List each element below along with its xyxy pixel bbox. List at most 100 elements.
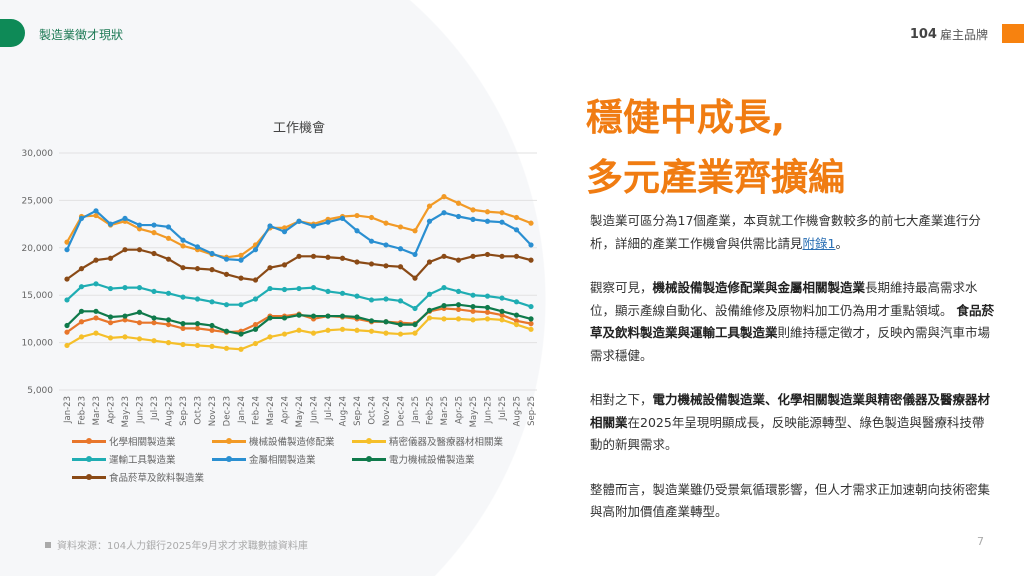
data-point xyxy=(499,308,505,314)
data-point xyxy=(513,299,520,305)
data-point xyxy=(368,238,375,244)
x-tick-label: Nov-23 xyxy=(208,396,218,426)
legend-line-icon xyxy=(212,455,246,462)
legend-line-icon xyxy=(72,473,106,480)
data-point xyxy=(339,326,346,332)
data-point xyxy=(78,308,85,314)
data-point xyxy=(209,299,215,305)
data-point xyxy=(470,253,476,259)
chart-legend: 化學相關製造業 機械設備製造修配業 精密儀器及醫療器材相關業 運輸工具製造業 金屬相關製… xyxy=(72,434,512,488)
bold-text: 食品菸草及飲料製造業與運輸工具製造業 xyxy=(590,302,994,341)
data-point xyxy=(136,222,143,228)
page-headline: 穩健中成長, 多元產業齊擴編 xyxy=(586,88,986,208)
data-point xyxy=(528,316,534,322)
data-point xyxy=(412,321,418,328)
x-tick-label: Dec-23 xyxy=(223,396,233,426)
x-tick-label: Apr-23 xyxy=(107,396,117,424)
data-point xyxy=(528,321,534,327)
data-point xyxy=(325,254,331,260)
x-tick-label: Jun-24 xyxy=(310,396,320,424)
x-tick-label: Jan-25 xyxy=(411,396,421,424)
y-tick-label: 25,000 xyxy=(22,196,54,206)
line-chart: 工作機會 5,000 10,000 15,000 20,000 25,000 30,000 J… xyxy=(22,121,537,427)
text: 觀察可見， xyxy=(590,280,653,295)
x-tick-label: Mar-23 xyxy=(92,396,102,425)
data-point xyxy=(281,225,288,231)
text: 在2025年呈現明顯成長，反映能源轉型、綠色製造與醫療科技帶動的新興需求。 xyxy=(590,414,985,453)
legend-line-icon xyxy=(352,437,386,444)
data-point xyxy=(64,239,70,245)
data-point xyxy=(281,286,288,293)
paragraph-3: 相對之下，電力機械設備製造業、化學相關製造業與精密儀器及醫療器材相關業在2025… xyxy=(590,389,995,457)
data-point xyxy=(107,320,114,326)
data-point xyxy=(339,290,346,296)
data-point xyxy=(397,298,404,304)
data-point xyxy=(93,330,99,336)
data-point xyxy=(499,317,505,323)
x-tick-label: Jun-25 xyxy=(484,396,494,424)
data-point xyxy=(209,327,215,333)
data-point xyxy=(397,246,404,252)
headline-line-2: 多元產業齊擴編 xyxy=(586,156,845,199)
data-point xyxy=(470,207,476,213)
legend-label: 化學相關製造業 xyxy=(109,437,176,448)
data-point xyxy=(281,262,288,268)
data-point xyxy=(484,293,491,299)
data-point xyxy=(136,309,143,315)
legend-item: 金屬相關製造業 xyxy=(212,452,316,466)
data-point xyxy=(441,285,447,291)
data-point xyxy=(441,194,447,200)
data-point xyxy=(151,338,157,344)
data-point xyxy=(339,255,346,261)
data-point xyxy=(499,295,505,301)
x-tick-label: Aug-23 xyxy=(165,396,175,426)
data-point xyxy=(354,314,360,320)
data-point xyxy=(238,302,244,308)
data-point xyxy=(78,266,85,272)
data-point xyxy=(267,315,273,321)
data-point xyxy=(122,215,128,222)
data-point xyxy=(180,294,186,300)
data-point xyxy=(122,317,128,323)
data-point xyxy=(64,322,70,329)
series-line xyxy=(66,209,532,262)
data-point xyxy=(165,235,172,241)
data-point xyxy=(397,224,404,230)
data-point xyxy=(325,219,331,225)
data-point xyxy=(209,343,215,349)
data-point xyxy=(310,285,317,291)
data-point xyxy=(310,330,317,336)
data-point xyxy=(455,302,462,308)
data-point xyxy=(484,316,491,322)
data-point xyxy=(151,288,157,295)
data-point xyxy=(223,256,230,262)
paragraph-2: 觀察可見，機械設備製造修配業與金屬相關製造業長期維持最高需求水位，顯示產線自動化… xyxy=(590,277,995,367)
data-point xyxy=(64,297,70,303)
x-tick-label: Nov-24 xyxy=(382,396,392,426)
data-point xyxy=(354,327,360,333)
data-point xyxy=(64,342,70,349)
x-tick-label: May-23 xyxy=(121,396,131,427)
data-point xyxy=(513,321,520,328)
y-tick-label: 15,000 xyxy=(22,291,54,301)
appendix-link[interactable]: 附錄1 xyxy=(802,235,836,251)
data-point xyxy=(354,228,360,234)
data-point xyxy=(122,247,128,253)
text: 相對之下， xyxy=(590,392,653,407)
data-point xyxy=(223,302,230,308)
data-point xyxy=(223,271,230,277)
data-point xyxy=(426,203,433,209)
data-point xyxy=(455,306,462,313)
x-tick-label: Sep-24 xyxy=(353,396,363,426)
data-point xyxy=(397,321,404,328)
data-point xyxy=(412,228,418,234)
data-point xyxy=(267,334,273,340)
data-point xyxy=(383,319,389,325)
data-point xyxy=(383,220,389,226)
x-tick-label: May-25 xyxy=(469,396,479,427)
data-point xyxy=(209,322,215,329)
data-point xyxy=(194,321,201,327)
y-tick-label: 30,000 xyxy=(22,149,54,159)
data-point xyxy=(281,229,288,235)
data-point xyxy=(252,296,259,302)
